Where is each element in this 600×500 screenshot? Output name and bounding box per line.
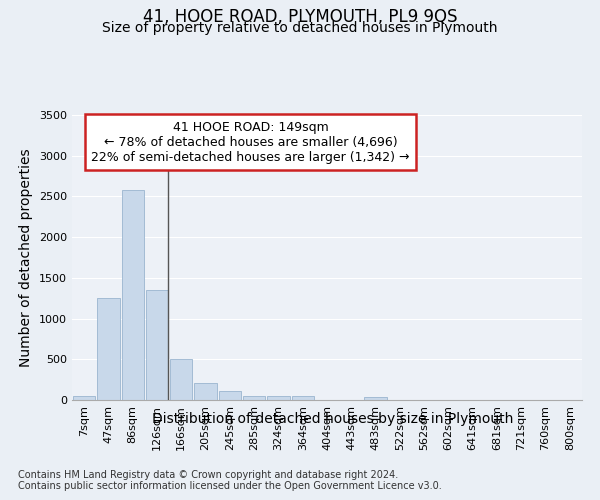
Y-axis label: Number of detached properties: Number of detached properties bbox=[19, 148, 34, 367]
Bar bbox=[73, 396, 95, 400]
Bar bbox=[122, 190, 144, 400]
Text: Contains public sector information licensed under the Open Government Licence v3: Contains public sector information licen… bbox=[18, 481, 442, 491]
Bar bbox=[194, 383, 217, 400]
Text: Distribution of detached houses by size in Plymouth: Distribution of detached houses by size … bbox=[152, 412, 514, 426]
Bar bbox=[267, 396, 290, 400]
Bar bbox=[170, 360, 193, 400]
Bar bbox=[218, 391, 241, 400]
Bar bbox=[243, 396, 265, 400]
Bar bbox=[97, 298, 119, 400]
Text: 41 HOOE ROAD: 149sqm
← 78% of detached houses are smaller (4,696)
22% of semi-de: 41 HOOE ROAD: 149sqm ← 78% of detached h… bbox=[91, 120, 410, 164]
Text: 41, HOOE ROAD, PLYMOUTH, PL9 9QS: 41, HOOE ROAD, PLYMOUTH, PL9 9QS bbox=[143, 8, 457, 26]
Bar bbox=[292, 396, 314, 400]
Text: Size of property relative to detached houses in Plymouth: Size of property relative to detached ho… bbox=[102, 21, 498, 35]
Bar bbox=[146, 290, 168, 400]
Bar bbox=[364, 397, 387, 400]
Text: Contains HM Land Registry data © Crown copyright and database right 2024.: Contains HM Land Registry data © Crown c… bbox=[18, 470, 398, 480]
